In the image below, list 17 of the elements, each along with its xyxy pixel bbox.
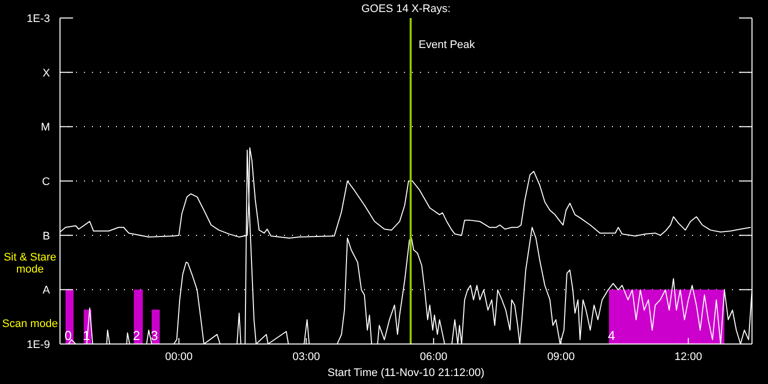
x-tick-label: 03:00 [292, 351, 320, 363]
y-tick-label: M [40, 122, 50, 134]
y-tick-label: C [42, 176, 50, 188]
x-tick-label: 12:00 [674, 351, 702, 363]
y-tick-label: B [42, 230, 50, 242]
x-axis-title: Start Time (11-Nov-10 21:12:00) [328, 367, 484, 379]
y-tick-label: 1E-3 [26, 13, 50, 25]
y-tick-label: X [42, 67, 51, 80]
y-tick-label: A [42, 284, 51, 297]
x-tick-label: 09:00 [547, 351, 575, 363]
y-tick-label: 1E-9 [26, 339, 50, 351]
x-tick-label: 00:00 [165, 351, 193, 363]
chart-title: GOES 14 X-Rays: [361, 3, 451, 15]
ref-line-label: Event Peak [418, 39, 476, 51]
x-tick-label: 06:00 [420, 351, 448, 363]
text: Sit & Stare mode [4, 252, 56, 276]
text: Scan mode [2, 318, 58, 330]
